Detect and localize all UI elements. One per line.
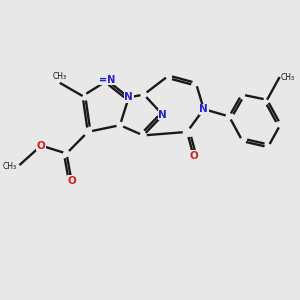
- Text: CH₃: CH₃: [281, 73, 295, 82]
- Text: O: O: [67, 176, 76, 186]
- Text: =N: =N: [99, 75, 115, 85]
- Text: N: N: [158, 110, 167, 120]
- Text: O: O: [37, 141, 46, 151]
- Text: O: O: [189, 151, 198, 161]
- Text: CH₃: CH₃: [3, 162, 17, 171]
- Text: N: N: [200, 104, 208, 114]
- Text: CH₃: CH₃: [53, 72, 67, 81]
- Text: N: N: [124, 92, 133, 103]
